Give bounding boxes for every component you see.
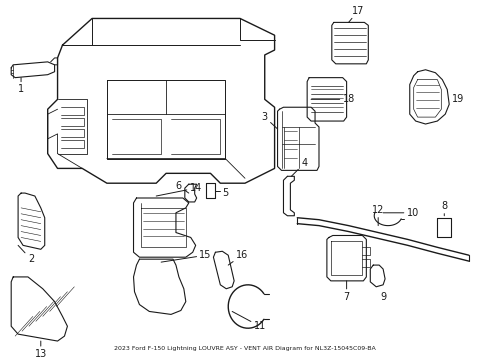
Text: 15: 15 bbox=[161, 250, 212, 262]
Text: 8: 8 bbox=[441, 201, 447, 216]
Text: 14: 14 bbox=[156, 183, 202, 196]
Text: 16: 16 bbox=[228, 250, 248, 265]
Text: 1: 1 bbox=[18, 78, 24, 94]
Text: 2023 Ford F-150 Lightning LOUVRE ASY - VENT AIR Diagram for NL3Z-15045C09-BA: 2023 Ford F-150 Lightning LOUVRE ASY - V… bbox=[114, 346, 376, 351]
Text: 12: 12 bbox=[372, 205, 384, 226]
Text: 17: 17 bbox=[348, 5, 365, 22]
Text: 13: 13 bbox=[35, 341, 47, 359]
Text: 6: 6 bbox=[176, 181, 189, 193]
Text: 19: 19 bbox=[452, 94, 465, 104]
Text: 9: 9 bbox=[380, 292, 386, 302]
Text: 3: 3 bbox=[262, 112, 277, 129]
Text: 18: 18 bbox=[311, 94, 355, 104]
Text: 4: 4 bbox=[292, 158, 307, 176]
Text: 7: 7 bbox=[343, 281, 350, 302]
Text: 11: 11 bbox=[232, 311, 266, 331]
Text: 5: 5 bbox=[222, 188, 228, 198]
Text: 10: 10 bbox=[383, 208, 419, 218]
Text: 2: 2 bbox=[18, 246, 34, 264]
